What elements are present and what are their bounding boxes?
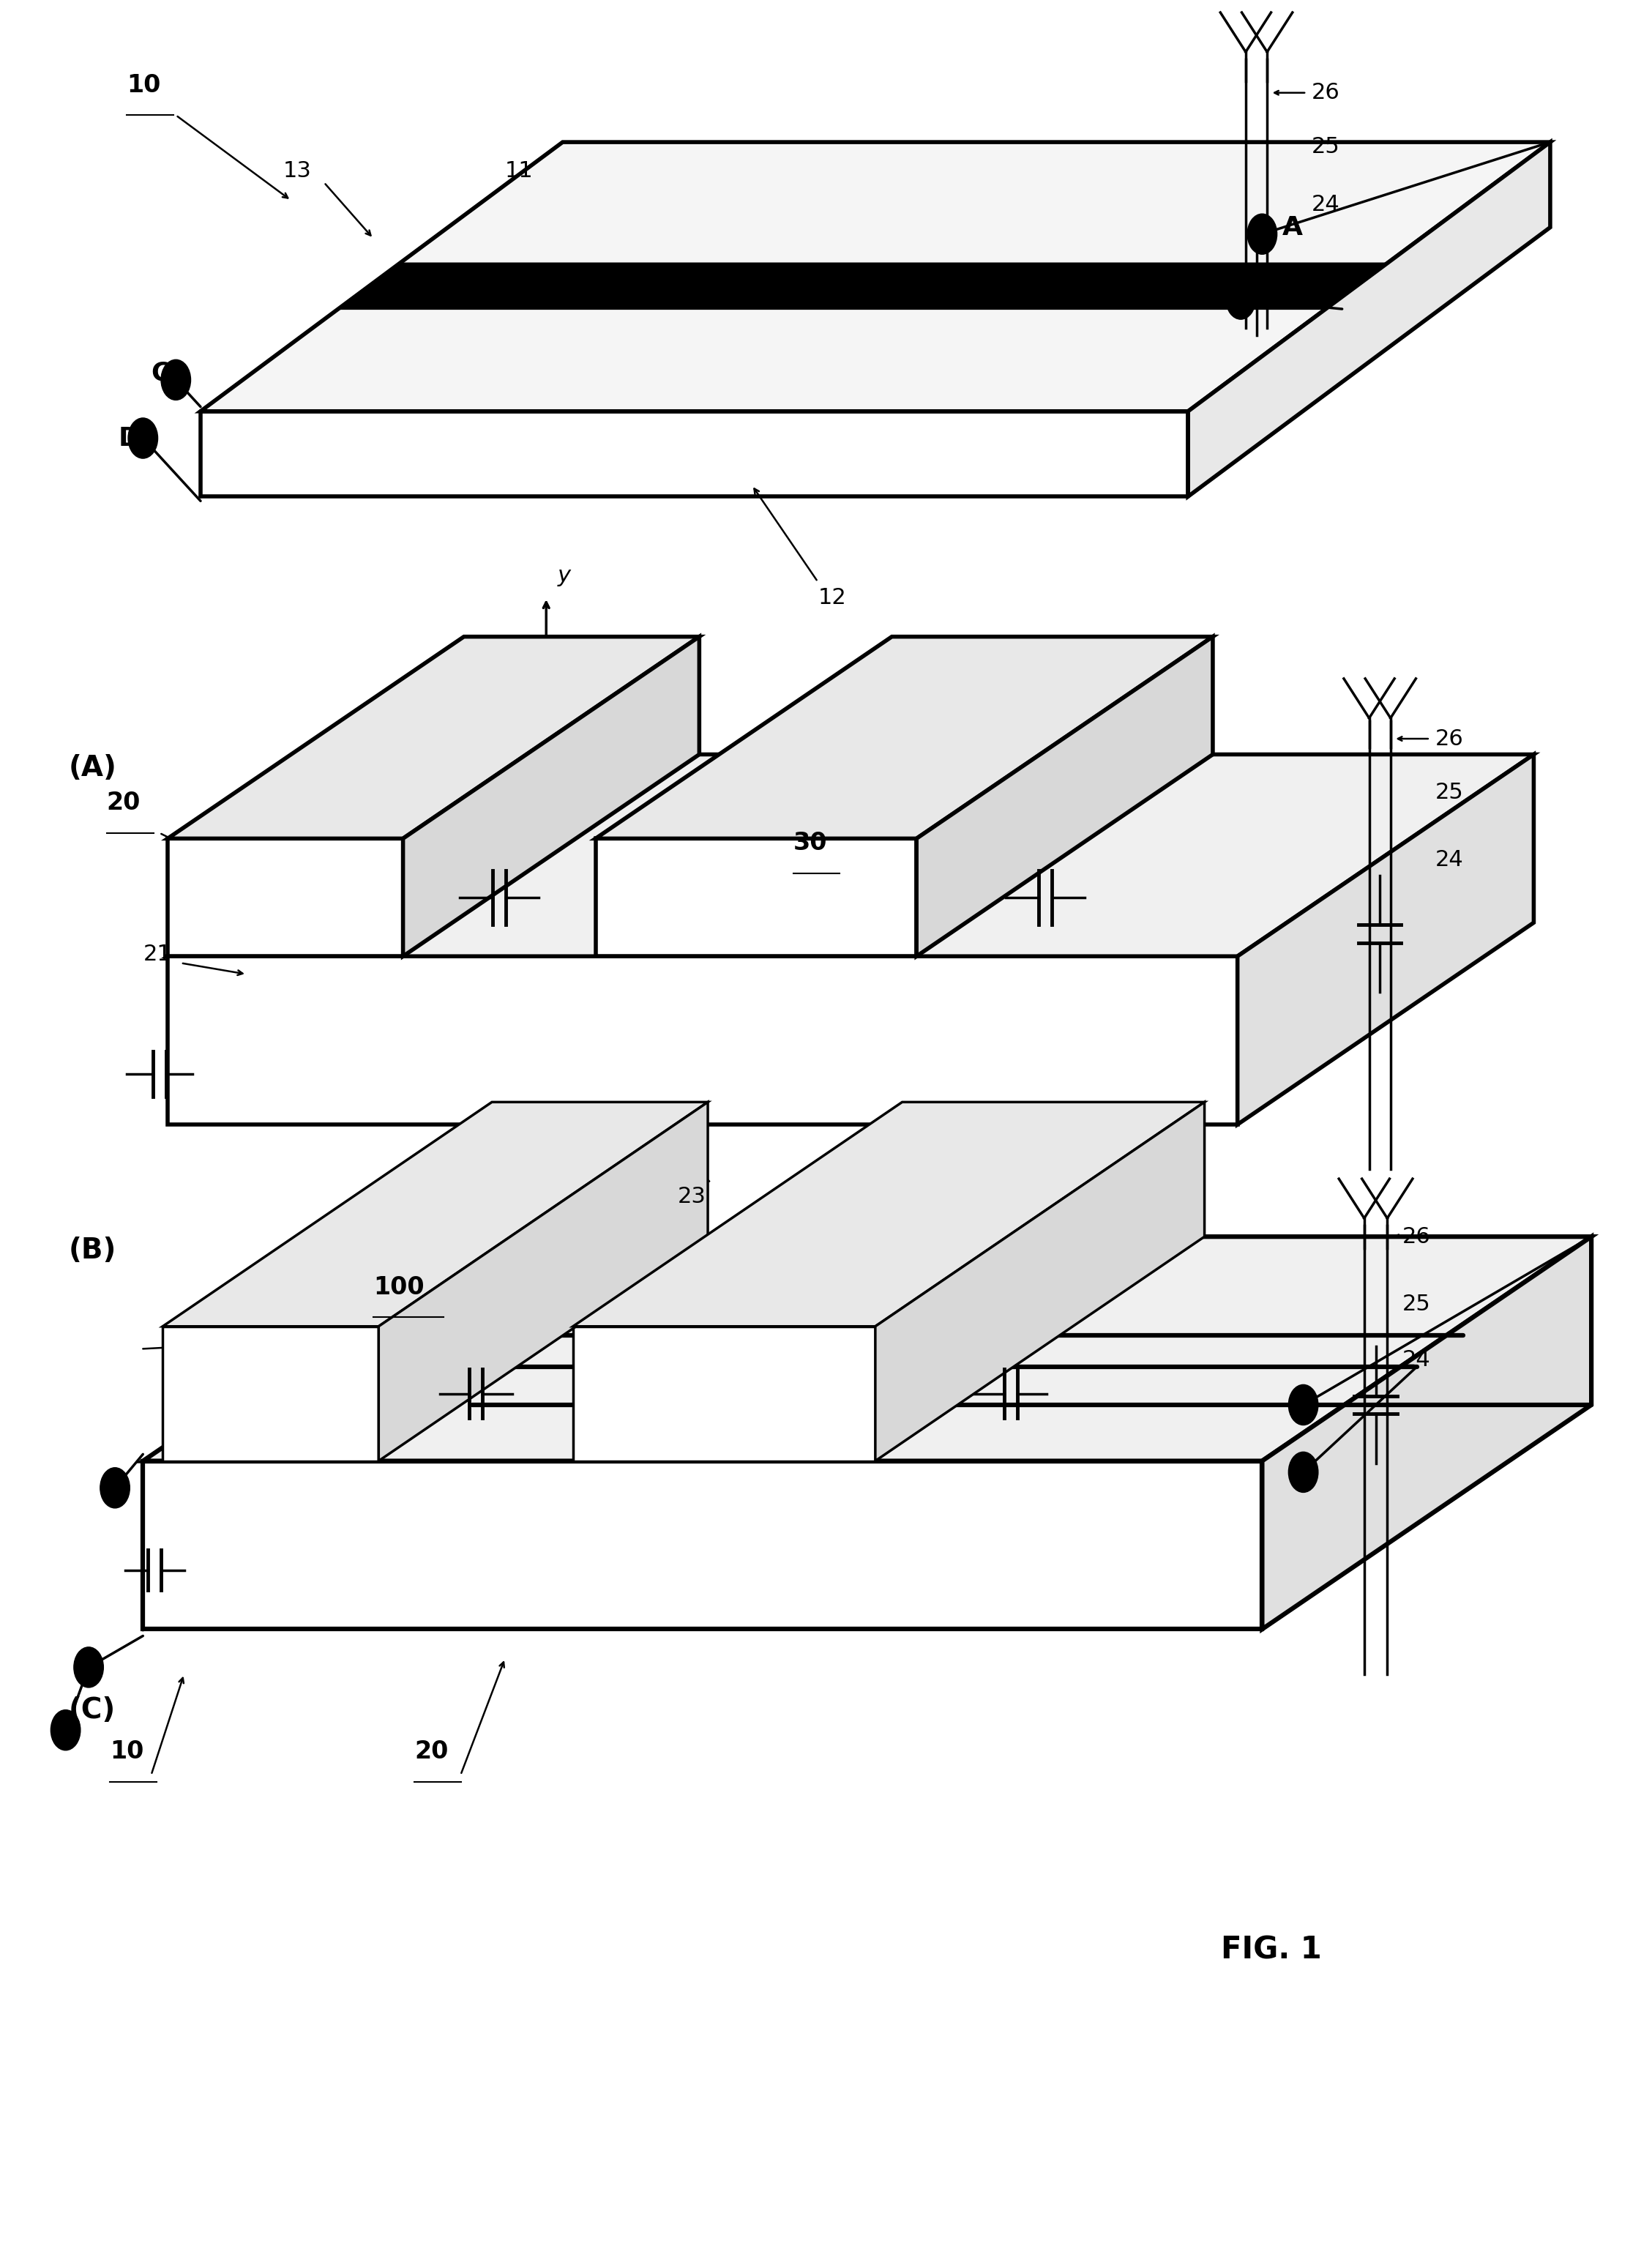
Polygon shape bbox=[1237, 753, 1533, 1124]
Text: 11: 11 bbox=[506, 160, 534, 182]
Text: 21: 21 bbox=[144, 942, 172, 965]
Text: 25: 25 bbox=[1312, 135, 1340, 157]
Text: 25: 25 bbox=[1403, 1293, 1431, 1316]
Circle shape bbox=[1289, 1453, 1318, 1493]
Text: 24: 24 bbox=[1312, 193, 1340, 216]
Text: (A): (A) bbox=[69, 753, 117, 783]
Text: 100: 100 bbox=[373, 1275, 425, 1300]
Text: D: D bbox=[119, 425, 140, 450]
Polygon shape bbox=[917, 636, 1213, 956]
Polygon shape bbox=[167, 956, 1237, 1124]
Text: 13: 13 bbox=[282, 160, 311, 182]
Polygon shape bbox=[162, 1327, 378, 1462]
Polygon shape bbox=[144, 1462, 1262, 1628]
Circle shape bbox=[129, 418, 157, 459]
Polygon shape bbox=[596, 839, 917, 956]
Polygon shape bbox=[200, 142, 1550, 412]
Text: 10: 10 bbox=[111, 1738, 144, 1763]
Text: 26: 26 bbox=[1403, 1226, 1431, 1248]
Circle shape bbox=[101, 1469, 131, 1509]
Text: 12: 12 bbox=[818, 587, 846, 607]
Text: z: z bbox=[453, 776, 464, 798]
Text: 20: 20 bbox=[415, 1738, 448, 1763]
Polygon shape bbox=[167, 636, 699, 839]
Circle shape bbox=[1226, 279, 1256, 319]
Text: 26: 26 bbox=[1312, 83, 1340, 103]
Circle shape bbox=[160, 360, 190, 400]
Text: 25: 25 bbox=[1436, 783, 1464, 803]
Polygon shape bbox=[378, 1102, 707, 1462]
Polygon shape bbox=[596, 636, 1213, 839]
Circle shape bbox=[1289, 1385, 1318, 1426]
Text: FIG. 1: FIG. 1 bbox=[1221, 1934, 1322, 1966]
Polygon shape bbox=[144, 1237, 1591, 1462]
Polygon shape bbox=[162, 1102, 707, 1327]
Text: 10: 10 bbox=[127, 74, 160, 97]
Text: 30: 30 bbox=[793, 832, 828, 855]
Polygon shape bbox=[403, 636, 699, 956]
Polygon shape bbox=[573, 1102, 1204, 1327]
Polygon shape bbox=[573, 1327, 876, 1462]
Text: 23: 23 bbox=[677, 1185, 707, 1208]
Text: A: A bbox=[1282, 216, 1302, 241]
Text: (C): (C) bbox=[69, 1696, 116, 1725]
Text: y: y bbox=[558, 564, 572, 587]
Polygon shape bbox=[339, 263, 1388, 308]
Text: B: B bbox=[1260, 281, 1280, 308]
Polygon shape bbox=[1262, 1237, 1591, 1628]
Polygon shape bbox=[167, 839, 403, 956]
Polygon shape bbox=[876, 1102, 1204, 1462]
Polygon shape bbox=[1188, 142, 1550, 497]
Circle shape bbox=[74, 1646, 104, 1687]
Polygon shape bbox=[167, 753, 1533, 956]
Text: C: C bbox=[152, 360, 170, 385]
Text: (B): (B) bbox=[69, 1237, 117, 1264]
Text: 20: 20 bbox=[107, 792, 140, 814]
Text: x: x bbox=[624, 776, 638, 798]
Polygon shape bbox=[200, 412, 1188, 497]
Text: 26: 26 bbox=[1436, 729, 1464, 749]
Text: 24: 24 bbox=[1436, 850, 1464, 870]
Circle shape bbox=[51, 1709, 81, 1750]
Text: 24: 24 bbox=[1403, 1349, 1431, 1370]
Circle shape bbox=[1247, 214, 1277, 254]
